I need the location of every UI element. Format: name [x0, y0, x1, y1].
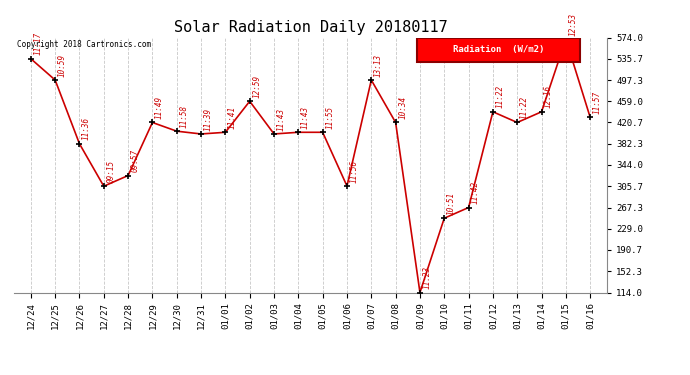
Text: 11:56: 11:56: [349, 160, 358, 183]
Text: 11:22: 11:22: [520, 96, 529, 119]
Text: 11:23: 11:23: [422, 266, 431, 289]
FancyBboxPatch shape: [417, 38, 580, 62]
Text: 11:57: 11:57: [593, 91, 602, 114]
Text: 11:17: 11:17: [33, 32, 42, 56]
Text: 12:53: 12:53: [569, 13, 578, 36]
Title: Solar Radiation Daily 20180117: Solar Radiation Daily 20180117: [174, 20, 447, 35]
Text: 09:15: 09:15: [106, 160, 115, 183]
Text: 10:59: 10:59: [57, 54, 66, 77]
Text: Copyright 2018 Cartronics.com: Copyright 2018 Cartronics.com: [17, 40, 151, 49]
Text: 11:42: 11:42: [471, 181, 480, 204]
Text: 11:39: 11:39: [204, 108, 213, 130]
Text: 11:43: 11:43: [277, 108, 286, 130]
Text: 11:36: 11:36: [82, 117, 91, 141]
Text: 11:22: 11:22: [495, 86, 504, 108]
Text: 09:57: 09:57: [130, 149, 139, 172]
Text: 11:41: 11:41: [228, 106, 237, 129]
Text: 11:58: 11:58: [179, 105, 188, 128]
Text: 12:59: 12:59: [252, 75, 261, 98]
Text: Radiation  (W/m2): Radiation (W/m2): [453, 45, 544, 54]
Text: 11:49: 11:49: [155, 96, 164, 119]
Text: 10:51: 10:51: [446, 192, 455, 215]
Text: 13:13: 13:13: [374, 54, 383, 77]
Text: 10:34: 10:34: [398, 96, 407, 119]
Text: 11:43: 11:43: [301, 106, 310, 129]
Text: 11:55: 11:55: [325, 106, 334, 129]
Text: 12:16: 12:16: [544, 86, 553, 108]
